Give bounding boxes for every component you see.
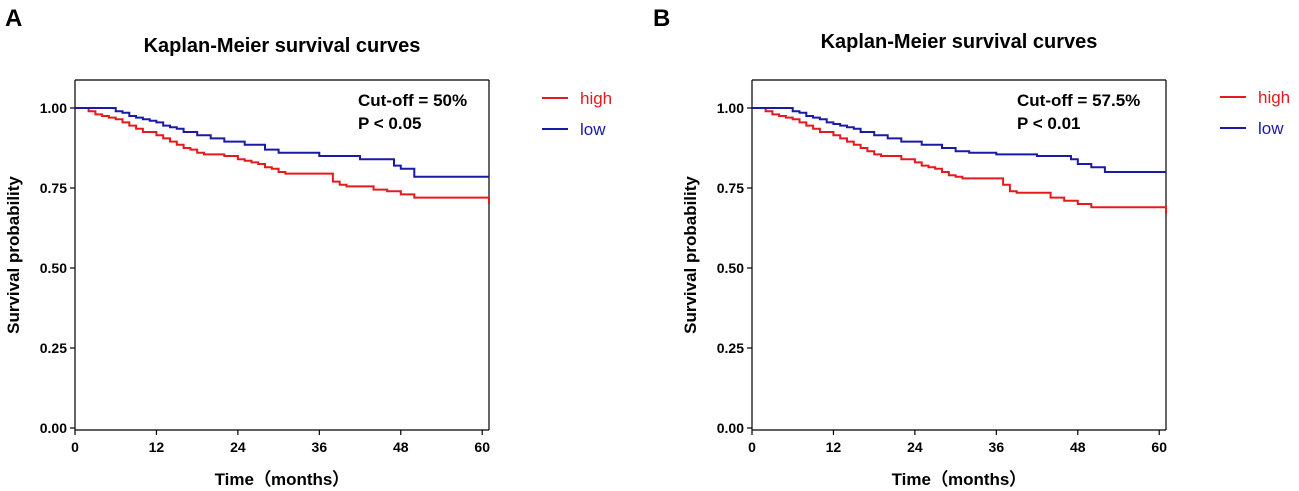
y-tick-label-b-1: 0.25	[717, 340, 744, 356]
x-tick-label-b-4: 48	[1070, 439, 1086, 455]
x-tick-label-b-5: 60	[1151, 439, 1167, 455]
x-tick-label-a-0: 0	[71, 439, 79, 455]
y-tick-label-b-3: 0.75	[717, 180, 744, 196]
x-axis-label-a: Time（months）	[215, 469, 350, 489]
y-axis-label-b: Survival probability	[681, 176, 700, 334]
x-tick-label-b-3: 36	[989, 439, 1005, 455]
survival-curve-low-b	[752, 107, 1166, 173]
x-axis-label-b: Time（months）	[892, 469, 1027, 489]
y-tick-label-a-1: 0.25	[40, 340, 67, 356]
x-tick-label-b-0: 0	[748, 439, 756, 455]
legend-label-high-b: high	[1258, 88, 1290, 107]
p-value-annotation-b: P < 0.01	[1017, 114, 1081, 133]
y-tick-label-a-0: 0.00	[40, 420, 67, 436]
survival-curve-high-b	[752, 107, 1167, 214]
survival-curve-high-a	[75, 107, 490, 204]
chart-title-b: Kaplan-Meier survival curves	[821, 31, 1098, 53]
y-tick-label-a-3: 0.75	[40, 180, 67, 196]
ticks-b: 0 12 24 36 48 60 0.00 0.25 0.50 0.75 1.00	[717, 100, 1167, 455]
panel-label-b: B	[653, 5, 670, 32]
legend-label-low-b: low	[1258, 119, 1284, 138]
cutoff-annotation-a: Cut-off = 50%	[358, 91, 467, 110]
legend-label-low-a: low	[580, 120, 606, 139]
panel-b: B Kaplan-Meier survival curves 0 12 24 36 48…	[653, 5, 1290, 489]
panel-label-a: A	[5, 5, 22, 32]
x-tick-label-a-5: 60	[474, 439, 490, 455]
x-tick-label-a-1: 12	[149, 439, 165, 455]
curves-b	[752, 107, 1167, 214]
survival-curve-low-a	[75, 107, 489, 178]
curves-a	[75, 107, 490, 204]
y-axis-label-a: Survival probability	[4, 176, 23, 334]
p-value-annotation-a: P < 0.05	[358, 114, 422, 133]
x-tick-label-a-4: 48	[393, 439, 409, 455]
panel-a: A Kaplan-Meier survival curves 0 12 24 36 48…	[4, 5, 612, 489]
legend-label-high-a: high	[580, 89, 612, 108]
x-tick-label-b-2: 24	[907, 439, 923, 455]
y-tick-label-b-0: 0.00	[717, 420, 744, 436]
x-tick-label-b-1: 12	[826, 439, 842, 455]
cutoff-annotation-b: Cut-off = 57.5%	[1017, 91, 1140, 110]
y-tick-label-a-4: 1.00	[40, 100, 67, 116]
x-tick-label-a-3: 36	[312, 439, 328, 455]
chart-title-a: Kaplan-Meier survival curves	[144, 35, 421, 57]
y-tick-label-b-2: 0.50	[717, 260, 744, 276]
ticks-a: 0 12 24 36 48 60 0.00 0.25 0.50 0.75 1.00	[40, 100, 490, 455]
y-tick-label-a-2: 0.50	[40, 260, 67, 276]
y-tick-label-b-4: 1.00	[717, 100, 744, 116]
x-tick-label-a-2: 24	[230, 439, 246, 455]
